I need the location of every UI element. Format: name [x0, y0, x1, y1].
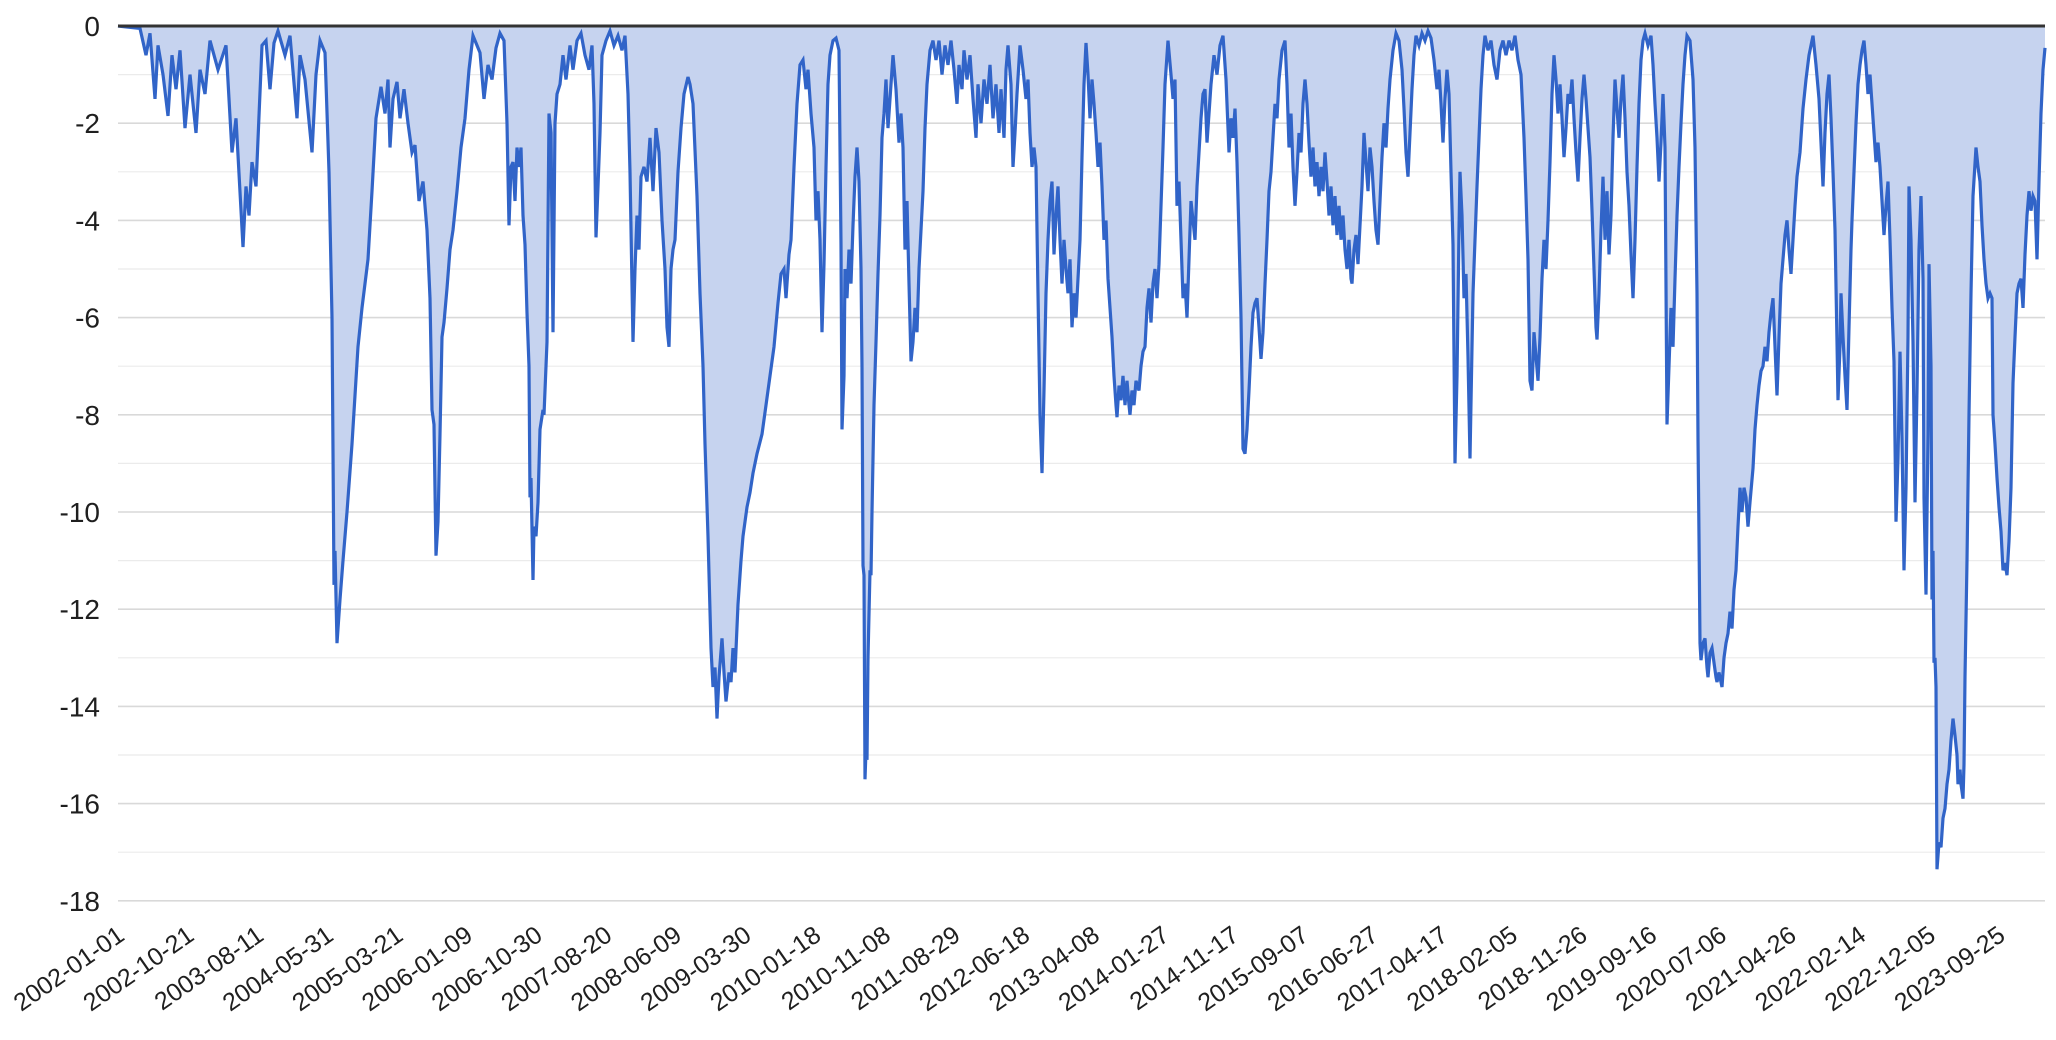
y-axis-tick-label: -2: [75, 108, 100, 139]
drawdown-line: [117, 24, 2047, 870]
y-axis-tick-label: -10: [60, 497, 100, 528]
y-axis-tick-label: -6: [75, 303, 100, 334]
y-axis-tick-label: -12: [60, 594, 100, 625]
y-axis-tick-label: -14: [60, 691, 100, 722]
y-axis-tick-label: -8: [75, 400, 100, 431]
y-axis-tick-label: -4: [75, 205, 100, 236]
drawdown-area: [118, 26, 2045, 870]
y-axis-tick-label: 0: [84, 11, 100, 42]
y-axis-tick-label: -16: [60, 789, 100, 820]
y-axis-tick-label: -18: [60, 886, 100, 917]
